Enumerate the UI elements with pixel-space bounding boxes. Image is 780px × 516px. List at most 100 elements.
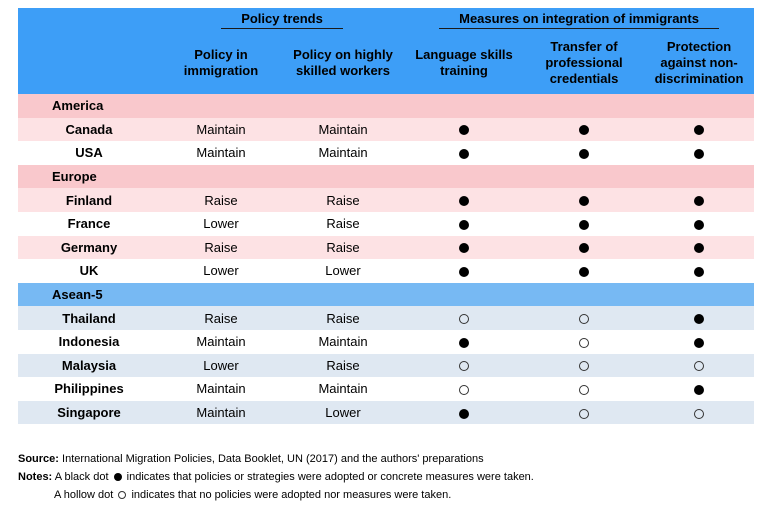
hollow-dot-icon (118, 491, 127, 500)
immigration-policy-cell: Maintain (160, 117, 282, 142)
filled-dot-icon (579, 196, 590, 207)
immigration-policy-cell: Raise (160, 188, 282, 212)
source-label: Source: (18, 453, 59, 465)
note2-post: indicates that no policies were adopted … (131, 489, 452, 501)
skilled-policy-cell: Lower (282, 259, 405, 283)
section-cell-empty (524, 94, 645, 118)
credentials-measure-cell (524, 141, 645, 165)
note2-pre: A hollow dot (54, 489, 114, 501)
hollow-dot-icon (459, 361, 470, 372)
country-name: Thailand (18, 306, 160, 330)
col-header-credentials: Transfer of professional credentials (524, 32, 645, 94)
language-measure-cell (404, 235, 525, 260)
col-header-country (18, 32, 160, 94)
protection-measure-cell (644, 211, 755, 236)
col-header-protection: Protection against non-discrimination (644, 32, 755, 94)
filled-dot-icon (459, 219, 470, 230)
section-cell-empty (282, 282, 405, 307)
credentials-measure-cell (524, 117, 645, 142)
country-name: France (18, 211, 160, 236)
table-row: France Lower Raise (18, 211, 755, 236)
section-row: America (18, 94, 755, 118)
table-row: Singapore Maintain Lower (18, 400, 755, 425)
language-measure-cell (404, 306, 525, 330)
filled-dot-icon (694, 219, 705, 230)
filled-dot-icon (694, 125, 705, 136)
hollow-dot-icon (459, 384, 470, 395)
credentials-measure-cell (524, 353, 645, 378)
table-row: Germany Raise Raise (18, 235, 755, 260)
hollow-dot-icon (579, 337, 590, 348)
skilled-policy-cell: Raise (282, 188, 405, 212)
language-measure-cell (404, 353, 525, 378)
credentials-measure-cell (524, 400, 645, 425)
protection-measure-cell (644, 235, 755, 260)
country-name: Indonesia (18, 329, 160, 354)
skilled-policy-cell: Raise (282, 353, 405, 378)
hollow-dot-icon (579, 384, 590, 395)
note-line-2: A hollow dot indicates that no policies … (18, 486, 534, 504)
immigration-policy-cell: Lower (160, 211, 282, 236)
filled-dot-icon (579, 267, 590, 278)
immigration-policy-cell: Maintain (160, 329, 282, 354)
table-row: Thailand Raise Raise (18, 306, 755, 330)
col-header-immigration: Policy in immigration (160, 32, 282, 94)
filled-dot-icon (459, 125, 470, 136)
source-text: International Migration Policies, Data B… (62, 453, 484, 465)
hollow-dot-icon (694, 361, 705, 372)
filled-dot-icon (459, 196, 470, 207)
filled-dot-icon (694, 267, 705, 278)
section-cell-empty (160, 94, 282, 118)
filled-dot-icon (113, 473, 122, 482)
table-header: Policy trends Measures on integration of… (18, 8, 755, 94)
protection-measure-cell (644, 306, 755, 330)
credentials-measure-cell (524, 329, 645, 354)
language-measure-cell (404, 188, 525, 212)
table-row: UK Lower Lower (18, 259, 755, 283)
skilled-policy-cell: Maintain (282, 377, 405, 401)
credentials-measure-cell (524, 211, 645, 236)
language-measure-cell (404, 259, 525, 283)
credentials-measure-cell (524, 377, 645, 401)
language-measure-cell (404, 141, 525, 165)
country-name: Finland (18, 188, 160, 212)
section-cell-empty (524, 282, 645, 307)
skilled-policy-cell: Raise (282, 235, 405, 260)
protection-measure-cell (644, 141, 755, 165)
country-name: Canada (18, 117, 160, 142)
table-row: Philippines Maintain Maintain (18, 377, 755, 401)
filled-dot-icon (579, 243, 590, 254)
note1-post: indicates that policies or strategies we… (126, 471, 534, 483)
skilled-policy-cell: Maintain (282, 141, 405, 165)
note-line-1: Notes: A black dot indicates that polici… (18, 468, 534, 486)
country-name: Malaysia (18, 353, 160, 378)
notes-label: Notes: (18, 471, 53, 483)
country-name: Germany (18, 235, 160, 260)
header-corner (18, 8, 160, 32)
credentials-measure-cell (524, 306, 645, 330)
immigration-policy-cell: Lower (160, 353, 282, 378)
immigration-policy-cell: Raise (160, 235, 282, 260)
protection-measure-cell (644, 329, 755, 354)
language-measure-cell (404, 211, 525, 236)
filled-dot-icon (579, 125, 590, 136)
immigration-policy-cell: Maintain (160, 141, 282, 165)
language-measure-cell (404, 377, 525, 401)
section-cell-empty (644, 94, 755, 118)
section-cell-empty (160, 282, 282, 307)
filled-dot-icon (694, 337, 705, 348)
section-name: Asean-5 (18, 282, 160, 307)
immigration-policy-cell: Lower (160, 259, 282, 283)
section-cell-empty (282, 94, 405, 118)
section-cell-empty (524, 164, 645, 189)
protection-measure-cell (644, 400, 755, 425)
filled-dot-icon (579, 149, 590, 160)
country-name: Philippines (18, 377, 160, 401)
skilled-policy-cell: Raise (282, 306, 405, 330)
skilled-policy-cell: Maintain (282, 329, 405, 354)
protection-measure-cell (644, 353, 755, 378)
filled-dot-icon (579, 219, 590, 230)
country-name: UK (18, 259, 160, 283)
table-row: Indonesia Maintain Maintain (18, 329, 755, 354)
